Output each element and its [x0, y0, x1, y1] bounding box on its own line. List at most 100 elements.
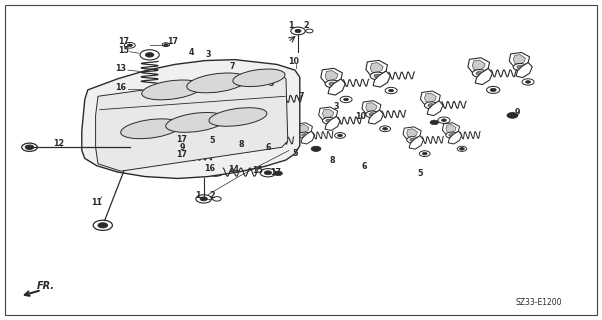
Polygon shape: [323, 109, 334, 118]
Polygon shape: [217, 96, 229, 106]
Polygon shape: [253, 128, 271, 141]
Text: 3: 3: [205, 50, 211, 59]
Circle shape: [142, 84, 158, 93]
Text: 17: 17: [176, 150, 188, 159]
Circle shape: [98, 223, 108, 228]
Ellipse shape: [141, 80, 202, 100]
Text: 17: 17: [176, 135, 188, 144]
Circle shape: [102, 151, 110, 155]
Text: 4: 4: [189, 48, 194, 57]
Circle shape: [325, 80, 340, 88]
Circle shape: [311, 146, 321, 151]
Circle shape: [189, 168, 199, 173]
Text: 5: 5: [417, 169, 423, 178]
Circle shape: [295, 29, 301, 33]
Circle shape: [274, 171, 282, 176]
Polygon shape: [475, 68, 492, 84]
Circle shape: [231, 120, 241, 125]
Text: 9: 9: [515, 108, 520, 117]
Circle shape: [430, 120, 438, 124]
Text: 13: 13: [116, 64, 126, 73]
Polygon shape: [325, 71, 338, 81]
Text: 1: 1: [195, 191, 200, 200]
Circle shape: [262, 96, 275, 102]
Polygon shape: [259, 137, 273, 151]
Circle shape: [269, 141, 285, 150]
Circle shape: [179, 156, 184, 159]
Ellipse shape: [209, 108, 267, 126]
Circle shape: [385, 87, 397, 94]
Circle shape: [507, 113, 518, 118]
Circle shape: [335, 132, 346, 138]
Text: 10: 10: [356, 113, 367, 122]
Text: 17: 17: [167, 37, 178, 46]
Circle shape: [329, 82, 336, 86]
Polygon shape: [211, 137, 228, 149]
Circle shape: [259, 140, 265, 143]
Circle shape: [517, 65, 523, 69]
Circle shape: [459, 148, 464, 150]
Circle shape: [234, 121, 238, 124]
Polygon shape: [473, 60, 485, 71]
Polygon shape: [318, 107, 338, 120]
Circle shape: [306, 29, 313, 33]
Circle shape: [125, 43, 135, 48]
Polygon shape: [424, 93, 436, 103]
Circle shape: [164, 44, 168, 46]
Polygon shape: [82, 60, 300, 179]
Text: 7: 7: [298, 92, 304, 101]
Text: 17: 17: [270, 168, 281, 177]
Polygon shape: [175, 146, 186, 155]
Circle shape: [22, 143, 37, 151]
Circle shape: [424, 102, 438, 109]
Circle shape: [526, 81, 530, 83]
Circle shape: [446, 132, 458, 138]
Circle shape: [380, 126, 391, 132]
Circle shape: [410, 138, 415, 141]
Polygon shape: [409, 136, 424, 149]
Polygon shape: [265, 95, 280, 109]
Ellipse shape: [233, 69, 285, 87]
Circle shape: [93, 220, 113, 230]
Text: 5: 5: [292, 149, 298, 158]
Text: 3: 3: [268, 79, 274, 88]
Text: 12: 12: [54, 139, 64, 148]
Circle shape: [256, 138, 268, 145]
Circle shape: [212, 170, 219, 174]
Circle shape: [490, 88, 496, 92]
Circle shape: [213, 197, 221, 201]
Circle shape: [267, 73, 283, 81]
Circle shape: [140, 50, 160, 60]
Text: 3: 3: [333, 102, 338, 111]
Circle shape: [441, 119, 446, 122]
Circle shape: [275, 111, 285, 117]
Circle shape: [104, 98, 111, 102]
Circle shape: [407, 137, 419, 143]
Circle shape: [217, 148, 223, 151]
Circle shape: [227, 161, 237, 166]
Text: 5: 5: [209, 136, 215, 145]
Circle shape: [146, 87, 154, 91]
Polygon shape: [407, 129, 418, 138]
Text: 11: 11: [92, 197, 102, 206]
Polygon shape: [366, 103, 377, 112]
Text: 14: 14: [228, 165, 239, 174]
Polygon shape: [328, 79, 346, 95]
Circle shape: [200, 197, 207, 201]
Polygon shape: [215, 139, 225, 148]
Circle shape: [175, 154, 187, 161]
Polygon shape: [448, 131, 462, 144]
Circle shape: [344, 98, 349, 101]
Text: 10: 10: [288, 57, 299, 66]
Polygon shape: [214, 94, 232, 108]
Polygon shape: [296, 123, 312, 135]
Circle shape: [366, 111, 379, 118]
Circle shape: [98, 149, 114, 157]
Text: 15: 15: [118, 45, 129, 55]
Circle shape: [100, 96, 116, 104]
Polygon shape: [370, 63, 383, 73]
Polygon shape: [325, 116, 340, 131]
Polygon shape: [301, 131, 315, 144]
Polygon shape: [509, 52, 530, 67]
Circle shape: [196, 195, 211, 203]
